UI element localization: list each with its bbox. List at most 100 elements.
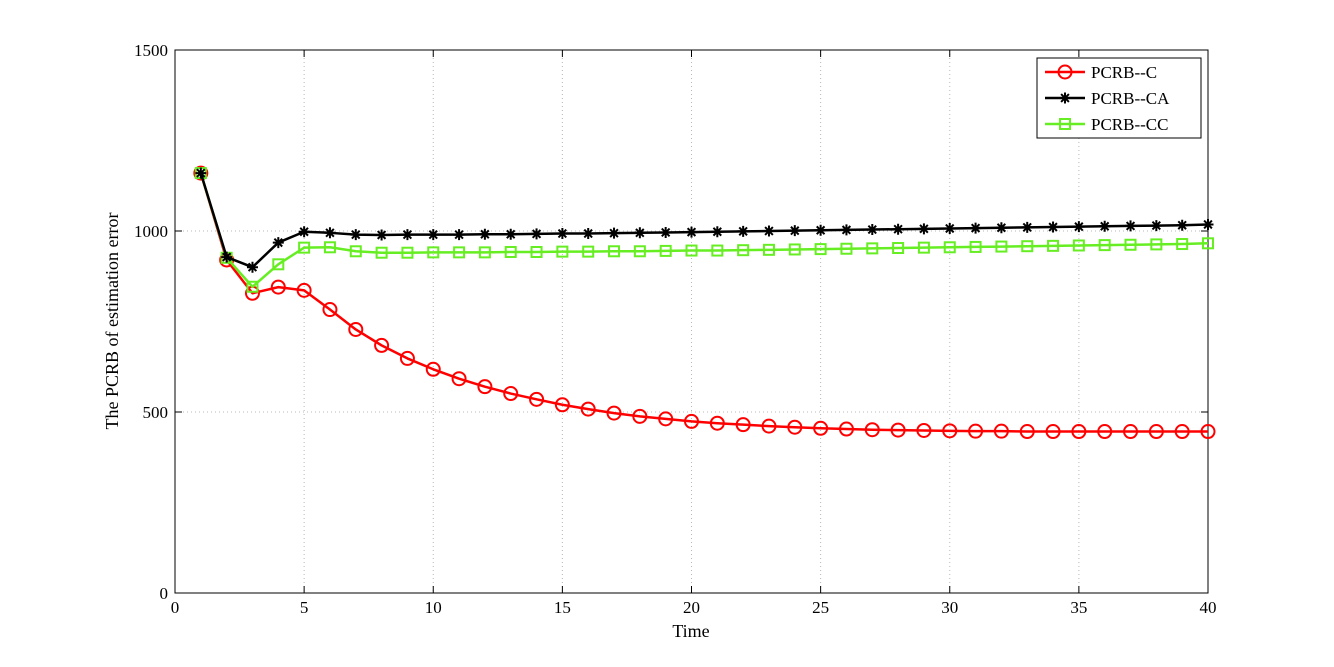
data-point bbox=[761, 418, 777, 434]
data-point bbox=[660, 226, 672, 238]
data-point bbox=[580, 401, 596, 417]
data-point bbox=[864, 422, 880, 438]
data-point bbox=[1047, 239, 1060, 252]
data-point bbox=[401, 246, 414, 259]
legend-swatch-marker bbox=[1059, 118, 1071, 130]
legend-label: PCRB--CA bbox=[1091, 89, 1170, 108]
data-point bbox=[221, 251, 233, 263]
data-point bbox=[1202, 218, 1214, 230]
data-point bbox=[1123, 424, 1139, 440]
data-point bbox=[1176, 219, 1188, 231]
data-point bbox=[298, 226, 310, 238]
data-point bbox=[453, 246, 466, 259]
data-point bbox=[995, 240, 1008, 253]
data-point bbox=[477, 379, 493, 395]
data-point bbox=[840, 224, 852, 236]
data-point bbox=[788, 243, 801, 256]
data-point bbox=[608, 227, 620, 239]
x-tick-label: 40 bbox=[1200, 598, 1217, 617]
data-point bbox=[451, 371, 467, 387]
data-point bbox=[556, 245, 569, 258]
legend: PCRB--C PCRB--CA PCRB--CC bbox=[1036, 57, 1202, 139]
data-point bbox=[1148, 424, 1164, 440]
y-tick-label: 500 bbox=[143, 403, 169, 422]
data-point bbox=[916, 422, 932, 438]
data-point bbox=[296, 282, 312, 298]
data-point bbox=[324, 227, 336, 239]
data-point bbox=[1150, 220, 1162, 232]
data-point bbox=[866, 242, 879, 255]
data-point bbox=[1202, 237, 1214, 250]
x-tick-label: 30 bbox=[941, 598, 958, 617]
data-point bbox=[709, 415, 725, 431]
data-point bbox=[787, 419, 803, 435]
data-point bbox=[453, 229, 465, 241]
series-layer bbox=[193, 165, 1216, 440]
series-line bbox=[199, 172, 1208, 433]
data-point bbox=[606, 405, 622, 421]
data-point bbox=[737, 225, 749, 237]
data-point bbox=[840, 242, 853, 255]
data-point bbox=[1097, 424, 1113, 440]
y-tick-label: 1000 bbox=[134, 222, 168, 241]
data-point bbox=[349, 245, 362, 258]
data-point bbox=[1176, 238, 1189, 251]
data-point bbox=[815, 224, 827, 236]
data-point bbox=[323, 241, 336, 254]
x-axis-title: Time bbox=[672, 621, 709, 641]
x-tick-label: 5 bbox=[300, 598, 309, 617]
legend-entry: PCRB--CC bbox=[1045, 115, 1168, 134]
data-point bbox=[529, 391, 545, 407]
data-point bbox=[479, 228, 491, 240]
series-pcrb-c bbox=[193, 165, 1216, 440]
data-point bbox=[582, 245, 595, 258]
data-point bbox=[1072, 239, 1085, 252]
data-point bbox=[556, 228, 568, 240]
data-point bbox=[838, 421, 854, 437]
data-point bbox=[1098, 239, 1111, 252]
data-point bbox=[789, 225, 801, 237]
data-point bbox=[1021, 221, 1033, 233]
data-point bbox=[504, 245, 517, 258]
data-point bbox=[711, 226, 723, 238]
data-point bbox=[735, 417, 751, 433]
data-point bbox=[995, 222, 1007, 234]
data-point bbox=[376, 229, 388, 241]
data-point bbox=[1047, 221, 1059, 233]
data-point bbox=[763, 225, 775, 237]
x-tick-label: 0 bbox=[171, 598, 180, 617]
data-point bbox=[193, 165, 209, 181]
data-point bbox=[1125, 220, 1137, 232]
data-point bbox=[195, 167, 207, 179]
data-point bbox=[632, 408, 648, 424]
data-point bbox=[1019, 424, 1035, 440]
data-point bbox=[918, 223, 930, 235]
data-point bbox=[272, 258, 285, 271]
data-point bbox=[685, 244, 698, 257]
data-point bbox=[530, 245, 543, 258]
data-point bbox=[762, 243, 775, 256]
data-point bbox=[633, 245, 646, 258]
data-point bbox=[425, 361, 441, 377]
data-point bbox=[270, 279, 286, 295]
data-point bbox=[1021, 240, 1034, 253]
y-axis-title: The PCRB of estimation error bbox=[102, 213, 122, 430]
data-point bbox=[890, 422, 906, 438]
data-point bbox=[246, 280, 259, 293]
x-tick-label: 15 bbox=[554, 598, 571, 617]
data-point bbox=[608, 245, 621, 258]
data-point bbox=[1124, 238, 1137, 251]
data-point bbox=[943, 241, 956, 254]
data-point bbox=[531, 228, 543, 240]
data-point bbox=[272, 237, 284, 249]
series-line bbox=[199, 172, 1209, 288]
data-point bbox=[634, 227, 646, 239]
legend-swatch-marker bbox=[1057, 64, 1073, 80]
data-point bbox=[246, 261, 258, 273]
data-point bbox=[917, 241, 930, 254]
data-point bbox=[684, 413, 699, 429]
data-point bbox=[401, 229, 413, 241]
data-point bbox=[298, 241, 311, 254]
data-point bbox=[1200, 424, 1216, 440]
